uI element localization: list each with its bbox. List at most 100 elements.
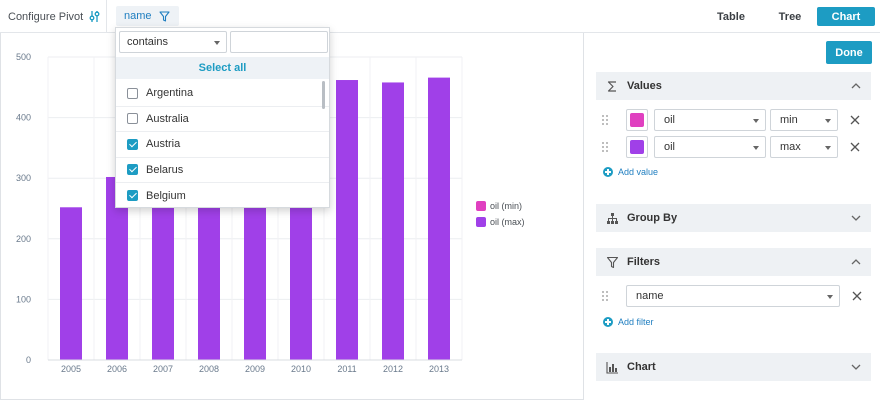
filter-item-belarus[interactable]: Belarus bbox=[116, 158, 329, 183]
checkbox-australia[interactable] bbox=[127, 113, 138, 125]
drag-handle-icon[interactable] bbox=[601, 141, 609, 153]
filter-chip-name[interactable]: name bbox=[116, 6, 179, 26]
chevron-up-icon[interactable] bbox=[851, 258, 861, 266]
filter-item-label: Argentina bbox=[146, 87, 194, 100]
bar-oil-max--2010 bbox=[290, 196, 312, 360]
x-tick-label: 2005 bbox=[61, 364, 81, 374]
filter-popup: contains Select all Argentina Australia … bbox=[115, 27, 330, 208]
configure-pivot-button[interactable]: Configure Pivot bbox=[8, 10, 101, 23]
filter-row-name: name bbox=[601, 285, 862, 307]
remove-value-icon[interactable] bbox=[850, 115, 860, 125]
bar-chart-icon bbox=[606, 361, 618, 374]
chevron-down-icon[interactable] bbox=[851, 363, 861, 371]
value-method-text: max bbox=[780, 141, 801, 153]
color-picker-button[interactable] bbox=[626, 109, 648, 131]
hierarchy-icon bbox=[607, 212, 618, 224]
filter-field-select[interactable]: name bbox=[626, 285, 840, 307]
chevron-down-icon bbox=[753, 146, 759, 150]
chevron-down-icon bbox=[827, 295, 833, 299]
settings-sliders-icon bbox=[89, 11, 100, 22]
section-filters-header[interactable]: Filters bbox=[596, 248, 871, 276]
y-tick-label: 300 bbox=[16, 173, 31, 183]
config-panel: Done Values oil min bbox=[583, 33, 880, 400]
drag-handle-icon[interactable] bbox=[601, 290, 609, 302]
value-field-text: oil bbox=[664, 114, 676, 126]
filter-item-label: Austria bbox=[146, 138, 181, 151]
section-values-header[interactable]: Values bbox=[596, 72, 871, 100]
value-method-select[interactable]: max bbox=[770, 136, 838, 158]
filter-item-label: Belgium bbox=[146, 189, 186, 202]
legend-item-oil-min[interactable]: oil (min) bbox=[476, 198, 525, 214]
bar-oil-max--2012 bbox=[382, 82, 404, 360]
filter-item-australia[interactable]: Australia bbox=[116, 107, 329, 132]
checkbox-belgium[interactable] bbox=[127, 190, 138, 202]
legend-label-oil-max: oil (max) bbox=[490, 217, 525, 227]
color-picker-button[interactable] bbox=[626, 136, 648, 158]
color-swatch bbox=[630, 113, 644, 127]
view-table-button[interactable]: Table bbox=[717, 10, 745, 23]
select-all-button[interactable]: Select all bbox=[116, 57, 329, 79]
x-tick-label: 2008 bbox=[199, 364, 219, 374]
bar-oil-max--2011 bbox=[336, 80, 358, 360]
value-method-text: min bbox=[780, 114, 798, 126]
plus-circle-icon bbox=[603, 317, 613, 327]
remove-value-icon[interactable] bbox=[850, 142, 860, 152]
checkbox-argentina[interactable] bbox=[127, 87, 138, 99]
section-group-by-title: Group By bbox=[627, 212, 678, 224]
add-filter-button[interactable]: Add filter bbox=[603, 317, 654, 327]
toolbar-divider bbox=[106, 0, 107, 33]
section-filters-title: Filters bbox=[627, 256, 661, 268]
x-tick-label: 2009 bbox=[245, 364, 265, 374]
checkbox-austria[interactable] bbox=[127, 138, 138, 150]
view-tree-button[interactable]: Tree bbox=[778, 10, 802, 23]
y-tick-label: 100 bbox=[16, 294, 31, 304]
chevron-down-icon bbox=[825, 119, 831, 123]
filter-item-argentina[interactable]: Argentina bbox=[116, 81, 329, 107]
chevron-up-icon[interactable] bbox=[851, 82, 861, 90]
bar-oil-max--2007 bbox=[152, 190, 174, 360]
view-chart-button[interactable]: Chart bbox=[817, 7, 875, 26]
y-tick-label: 200 bbox=[16, 234, 31, 244]
x-tick-label: 2012 bbox=[383, 364, 403, 374]
x-tick-label: 2006 bbox=[107, 364, 127, 374]
drag-handle-icon[interactable] bbox=[601, 114, 609, 126]
configure-pivot-label: Configure Pivot bbox=[8, 10, 84, 23]
sigma-icon bbox=[607, 80, 616, 92]
remove-filter-icon[interactable] bbox=[852, 291, 862, 301]
filter-list-scrollbar[interactable] bbox=[322, 81, 325, 109]
chevron-down-icon bbox=[753, 119, 759, 123]
filter-item-label: Australia bbox=[146, 112, 189, 125]
done-button[interactable]: Done bbox=[826, 41, 872, 64]
bar-oil-max--2006 bbox=[106, 176, 128, 360]
add-value-label: Add value bbox=[618, 167, 659, 177]
value-field-text: oil bbox=[664, 141, 676, 153]
value-field-select[interactable]: oil bbox=[654, 109, 766, 131]
y-tick-label: 500 bbox=[16, 52, 31, 62]
bar-oil-max--2013 bbox=[428, 77, 450, 360]
chevron-down-icon bbox=[214, 41, 220, 45]
filter-item-austria[interactable]: Austria bbox=[116, 132, 329, 158]
filter-search-input[interactable] bbox=[230, 31, 328, 53]
bar-oil-max--2008 bbox=[198, 193, 220, 360]
add-filter-label: Add filter bbox=[618, 317, 654, 327]
y-tick-label: 0 bbox=[26, 355, 31, 365]
bar-oil-max--2009 bbox=[244, 205, 266, 360]
legend-swatch-oil-max bbox=[476, 217, 486, 227]
bar-oil-max--2005 bbox=[60, 207, 82, 360]
value-method-select[interactable]: min bbox=[770, 109, 838, 131]
legend-swatch-oil-min bbox=[476, 201, 486, 211]
section-group-by-header[interactable]: Group By bbox=[596, 204, 871, 232]
checkbox-belarus[interactable] bbox=[127, 164, 138, 176]
filter-item-belgium[interactable]: Belgium bbox=[116, 183, 329, 209]
section-chart-header[interactable]: Chart bbox=[596, 353, 871, 381]
section-chart-title: Chart bbox=[627, 361, 656, 373]
value-field-select[interactable]: oil bbox=[654, 136, 766, 158]
chart-legend: oil (min) oil (max) bbox=[476, 198, 525, 230]
legend-item-oil-max[interactable]: oil (max) bbox=[476, 214, 525, 230]
add-value-button[interactable]: Add value bbox=[603, 167, 658, 177]
filter-operator-value: contains bbox=[127, 36, 168, 48]
filter-operator-select[interactable]: contains bbox=[119, 31, 227, 53]
filter-icon bbox=[158, 10, 170, 22]
x-tick-label: 2010 bbox=[291, 364, 311, 374]
chevron-down-icon[interactable] bbox=[851, 214, 861, 222]
